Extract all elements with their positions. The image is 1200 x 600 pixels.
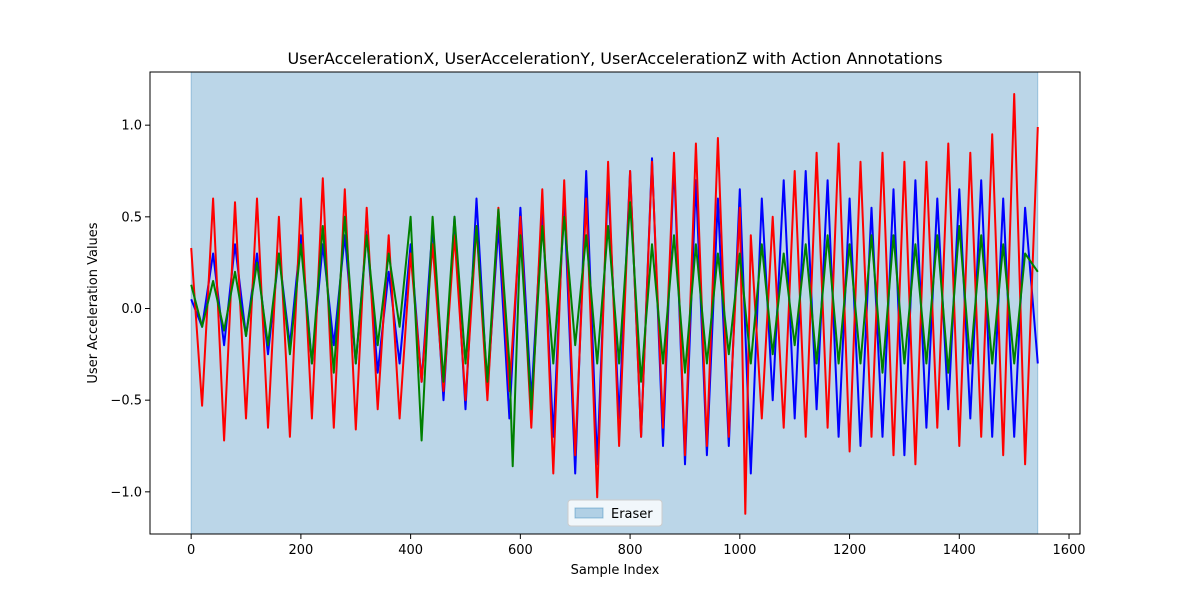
legend-swatch xyxy=(574,507,604,519)
x-tick-label: 200 xyxy=(288,543,313,558)
y-tick-label: 0.5 xyxy=(121,210,142,225)
y-tick-label: −1.0 xyxy=(110,485,142,500)
legend: Eraser xyxy=(567,499,663,527)
x-tick-label: 1200 xyxy=(833,543,866,558)
series-line-3 xyxy=(190,201,1039,468)
legend-label: Eraser xyxy=(611,507,653,522)
y-tick-label: 0.0 xyxy=(121,302,142,317)
x-tick-label: 600 xyxy=(508,543,533,558)
y-axis-ticks: −1.0 −0.5 0.0 0.5 1.0 xyxy=(110,119,150,500)
x-axis-ticks: 0 200 400 600 800 1000 1200 1400 1600 xyxy=(187,534,1086,558)
y-tick-label: −0.5 xyxy=(110,394,142,409)
y-tick-label: 1.0 xyxy=(121,119,142,134)
plot-frame xyxy=(149,71,1081,535)
axes-layer xyxy=(149,71,1081,535)
x-tick-label: 0 xyxy=(187,543,195,558)
x-axis-label: Sample Index xyxy=(571,563,660,578)
legend-box xyxy=(567,499,663,527)
x-tick-label: 1600 xyxy=(1052,543,1085,558)
chart-title: UserAccelerationX, UserAccelerationY, Us… xyxy=(287,49,942,68)
x-tick-label: 1000 xyxy=(723,543,756,558)
x-tick-label: 400 xyxy=(398,543,423,558)
x-tick-label: 1400 xyxy=(943,543,976,558)
series-line-2 xyxy=(190,93,1039,515)
x-tick-label: 800 xyxy=(618,543,643,558)
y-axis-label: User Acceleration Values xyxy=(86,222,101,383)
series-layer xyxy=(190,93,1039,515)
